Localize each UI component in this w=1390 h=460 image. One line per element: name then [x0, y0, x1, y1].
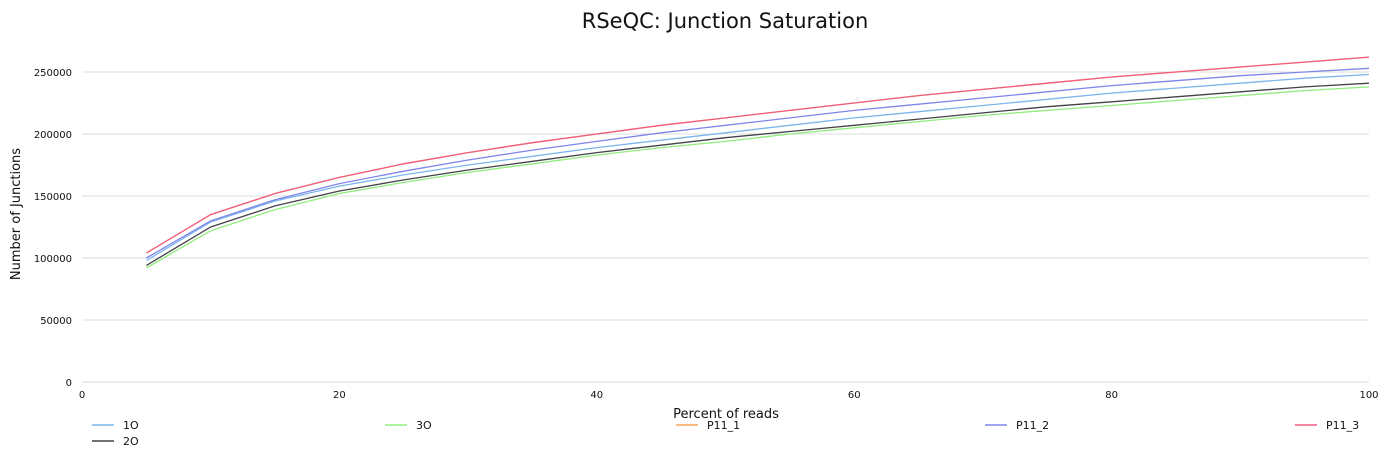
y-tick-label-4: 200000 — [34, 130, 72, 141]
x-tick-label-5: 100 — [1359, 390, 1378, 401]
y-axis-label: Number of Junctions — [9, 148, 24, 280]
y-tick-label-3: 150000 — [34, 192, 72, 203]
x-tick-label-3: 60 — [848, 390, 861, 401]
legend-item-1o[interactable]: 1O — [92, 419, 139, 432]
legend-label: P11_1 — [707, 419, 740, 432]
chart-title: RSeQC: Junction Saturation — [582, 9, 869, 33]
series-line-p11-1[interactable] — [146, 56, 1370, 254]
legend-label: P11_3 — [1326, 419, 1359, 432]
legend-label: 1O — [123, 419, 139, 432]
legend-item-p11-2[interactable]: P11_2 — [985, 419, 1049, 432]
series-line-3o[interactable] — [146, 86, 1370, 269]
y-tick-label-2: 100000 — [34, 254, 72, 265]
series-lines — [146, 56, 1370, 269]
series-line-p11-2[interactable] — [146, 67, 1370, 259]
series-line-1o[interactable] — [146, 73, 1370, 262]
series-line-p11-3[interactable] — [146, 56, 1370, 254]
legend-label: 3O — [416, 419, 432, 432]
x-tick-label-2: 40 — [590, 390, 603, 401]
legend-item-p11-1[interactable]: P11_1 — [676, 419, 740, 432]
x-tick-label-0: 0 — [79, 390, 85, 401]
legend-item-2o[interactable]: 2O — [92, 435, 139, 448]
y-tick-label-0: 0 — [66, 378, 72, 389]
legend-label: 2O — [123, 435, 139, 448]
series-line-2o[interactable] — [146, 82, 1370, 266]
x-tick-label-4: 80 — [1105, 390, 1118, 401]
legend-item-3o[interactable]: 3O — [385, 419, 432, 432]
legend-item-p11-3[interactable]: P11_3 — [1295, 419, 1359, 432]
legend: 1O 2O 3O P11_1 P11_2 P11_3 — [92, 419, 1359, 448]
y-tick-label-5: 250000 — [34, 68, 72, 79]
legend-label: P11_2 — [1016, 419, 1049, 432]
y-tick-label-1: 50000 — [40, 316, 72, 327]
axes: 0 50000 100000 150000 200000 250000 0 20 40 60 80 1… — [34, 68, 1379, 401]
x-axis-label: Percent of reads — [673, 407, 779, 422]
x-tick-label-1: 20 — [333, 390, 346, 401]
